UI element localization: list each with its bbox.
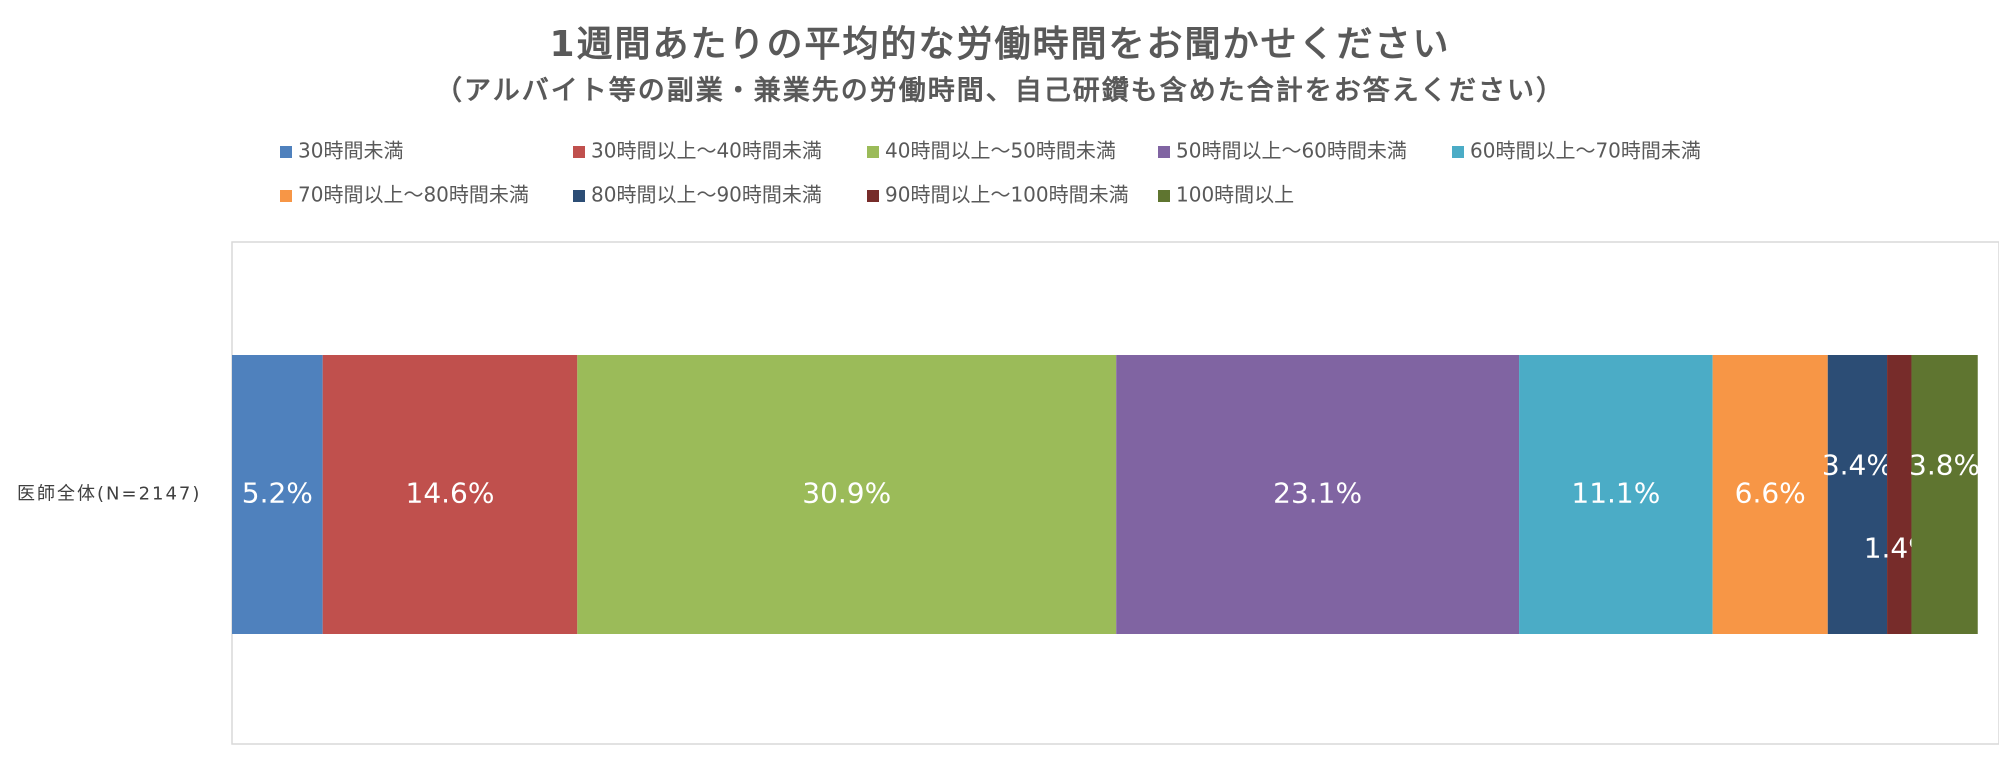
bar-segment (232, 355, 323, 634)
data-label: 3.4% (1822, 449, 1893, 482)
legend-label: 30時間以上～40時間未満 (591, 139, 822, 163)
bar-segment (1712, 355, 1828, 634)
legend-label: 60時間以上～70時間未満 (1470, 139, 1701, 163)
data-label: 14.6% (406, 477, 495, 510)
legend-swatch (1158, 146, 1170, 158)
y-tick-label: 医師全体(N=2147) (17, 484, 201, 505)
data-label: 5.2% (242, 477, 313, 510)
legend-label: 80時間以上～90時間未満 (591, 183, 822, 207)
bar-segment (1887, 355, 1912, 634)
data-label: 3.8% (1909, 449, 1980, 482)
chart-subtitle: （アルバイト等の副業・兼業先の労働時間、自己研鑽も含めた合計をお答えください） (435, 75, 1565, 107)
legend-swatch (1452, 146, 1464, 158)
legend-swatch (280, 190, 292, 202)
bar-segment (1116, 355, 1520, 634)
bar-segment (1911, 355, 1978, 634)
legend-swatch (573, 190, 585, 202)
legend-label: 40時間以上～50時間未満 (885, 139, 1116, 163)
data-label: 11.1% (1571, 477, 1660, 510)
bar-segment (1827, 355, 1888, 634)
bar-segment (322, 355, 578, 634)
legend-label: 30時間未満 (298, 139, 403, 163)
data-label: 6.6% (1735, 477, 1806, 510)
chart-title: 1週間あたりの平均的な労働時間をお聞かせください (549, 24, 1450, 65)
data-label: 23.1% (1273, 477, 1362, 510)
legend-label: 50時間以上～60時間未満 (1176, 139, 1407, 163)
legend-swatch (573, 146, 585, 158)
bar-segment (577, 355, 1117, 634)
bar-segment (1519, 355, 1713, 634)
legend-swatch (280, 146, 292, 158)
legend-swatch (867, 146, 879, 158)
legend-label: 90時間以上～100時間未満 (885, 183, 1129, 207)
legend-swatch (1158, 190, 1170, 202)
data-label: 30.9% (802, 477, 891, 510)
legend-label: 70時間以上～80時間未満 (298, 183, 529, 207)
legend-label: 100時間以上 (1176, 183, 1294, 207)
legend-swatch (867, 190, 879, 202)
